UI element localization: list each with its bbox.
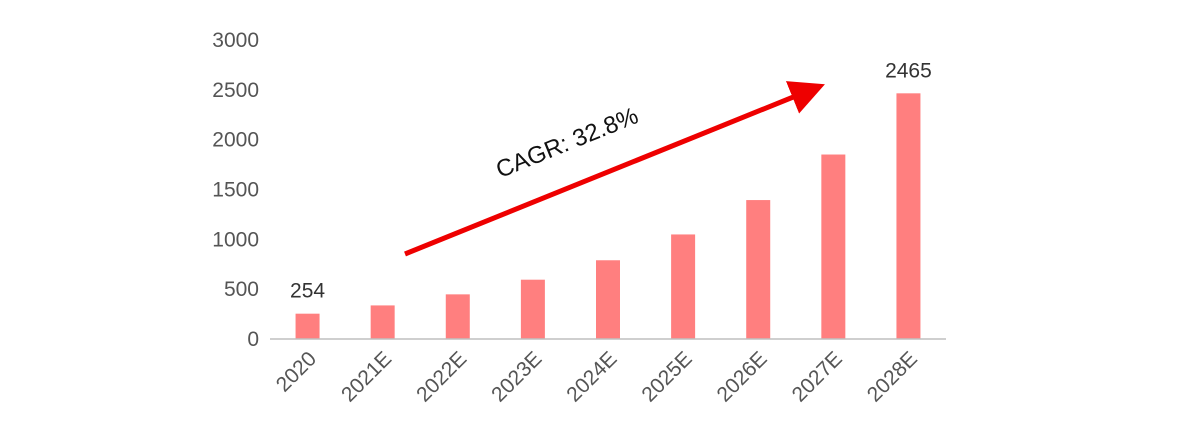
x-tick-label-2028E: 2028E: [863, 347, 922, 406]
x-tick-label-2027E: 2027E: [788, 347, 847, 406]
data-label-2028E: 2465: [885, 59, 932, 82]
bar-2027E: [821, 154, 846, 339]
y-tick-label: 3000: [212, 29, 259, 52]
x-tick-label-2020: 2020: [272, 347, 321, 396]
bar-2022E: [445, 294, 470, 339]
bar-data-labels: 254 2465: [290, 59, 932, 302]
y-tick-label: 1000: [212, 228, 259, 251]
y-tick-label: 2500: [212, 79, 259, 102]
bar-2021E: [370, 305, 395, 339]
data-label-2020: 254: [290, 280, 325, 303]
x-tick-label-2024E: 2024E: [562, 347, 621, 406]
cagr-arrow: [404, 81, 825, 257]
x-tick-label-2025E: 2025E: [637, 347, 696, 406]
bar-2025E: [671, 234, 696, 339]
x-axis-tick-labels: 2020 2021E 2022E 2023E 2024E 2025E 2026E 2027E 2…: [272, 347, 922, 406]
x-tick-label-2023E: 2023E: [487, 347, 546, 406]
bar-series: [295, 93, 921, 340]
y-tick-label: 0: [247, 328, 259, 351]
cagr-label: CAGR: 32.8%: [492, 102, 642, 184]
y-tick-label: 2000: [212, 129, 259, 152]
bar-2028E: [896, 93, 921, 340]
bar-2020: [295, 313, 320, 339]
bar-2024E: [596, 260, 620, 339]
y-axis-tick-labels: 0 500 1000 1500 2000 2500 3000: [212, 29, 259, 351]
y-tick-label: 1500: [212, 179, 259, 202]
x-tick-label-2021E: 2021E: [337, 347, 396, 406]
x-tick-label-2026E: 2026E: [713, 347, 772, 406]
bar-2023E: [520, 279, 545, 339]
bar-2026E: [746, 200, 771, 339]
x-tick-label-2022E: 2022E: [412, 347, 471, 406]
y-tick-label: 500: [224, 278, 259, 301]
